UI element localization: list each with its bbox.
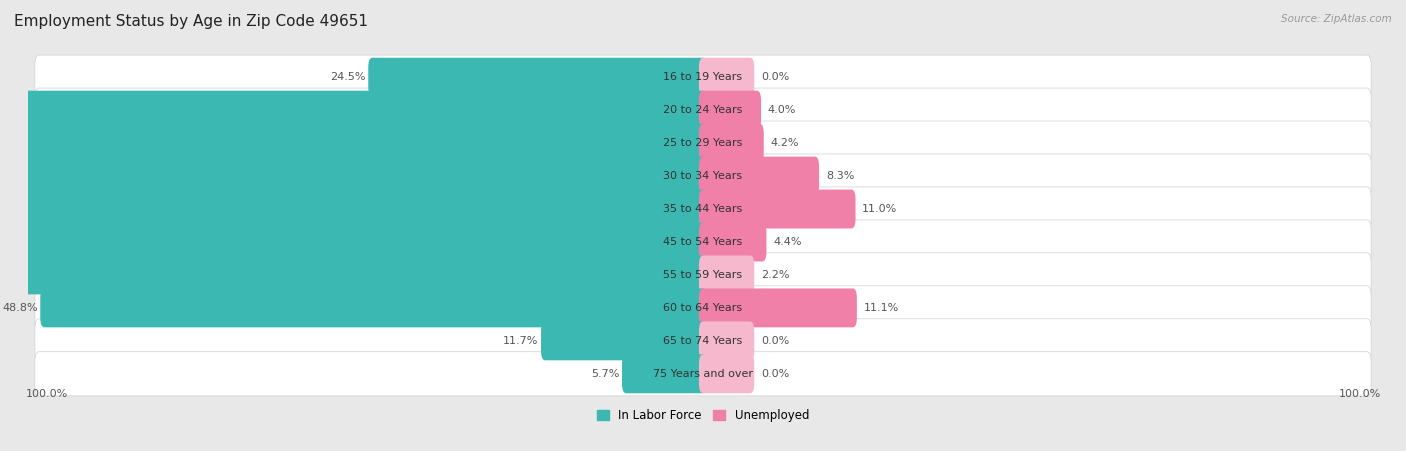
FancyBboxPatch shape [35,220,1371,264]
Text: 4.0%: 4.0% [768,105,796,115]
Text: Employment Status by Age in Zip Code 49651: Employment Status by Age in Zip Code 496… [14,14,368,28]
FancyBboxPatch shape [699,189,855,229]
Text: 2.2%: 2.2% [761,270,790,280]
Text: 0.0%: 0.0% [761,336,789,346]
FancyBboxPatch shape [699,222,766,262]
FancyBboxPatch shape [699,289,856,327]
FancyBboxPatch shape [699,354,754,393]
Text: 8.3%: 8.3% [825,171,855,181]
FancyBboxPatch shape [0,91,707,129]
Text: 20 to 24 Years: 20 to 24 Years [664,105,742,115]
Text: 0.0%: 0.0% [761,72,789,82]
FancyBboxPatch shape [35,55,1371,99]
FancyBboxPatch shape [699,58,754,97]
FancyBboxPatch shape [35,121,1371,165]
Legend: In Labor Force, Unemployed: In Labor Force, Unemployed [598,409,808,422]
Text: 25 to 29 Years: 25 to 29 Years [664,138,742,148]
Text: 100.0%: 100.0% [1339,389,1381,399]
Text: 24.5%: 24.5% [330,72,366,82]
FancyBboxPatch shape [0,156,707,195]
Text: 30 to 34 Years: 30 to 34 Years [664,171,742,181]
FancyBboxPatch shape [699,322,754,360]
FancyBboxPatch shape [699,255,754,295]
FancyBboxPatch shape [368,58,707,97]
FancyBboxPatch shape [35,319,1371,363]
FancyBboxPatch shape [41,289,707,327]
Text: 35 to 44 Years: 35 to 44 Years [664,204,742,214]
FancyBboxPatch shape [35,187,1371,231]
FancyBboxPatch shape [699,124,763,162]
FancyBboxPatch shape [35,88,1371,132]
FancyBboxPatch shape [0,189,707,229]
Text: Source: ZipAtlas.com: Source: ZipAtlas.com [1281,14,1392,23]
FancyBboxPatch shape [699,91,761,129]
FancyBboxPatch shape [35,286,1371,330]
Text: 11.0%: 11.0% [862,204,897,214]
Text: 55 to 59 Years: 55 to 59 Years [664,270,742,280]
Text: 48.8%: 48.8% [1,303,38,313]
Text: 100.0%: 100.0% [25,389,67,399]
Text: 75 Years and over: 75 Years and over [652,369,754,379]
Text: 5.7%: 5.7% [591,369,619,379]
FancyBboxPatch shape [35,253,1371,297]
FancyBboxPatch shape [0,255,707,295]
Text: 11.1%: 11.1% [863,303,898,313]
FancyBboxPatch shape [35,154,1371,198]
Text: 16 to 19 Years: 16 to 19 Years [664,72,742,82]
Text: 4.2%: 4.2% [770,138,799,148]
FancyBboxPatch shape [0,222,707,262]
FancyBboxPatch shape [0,124,707,162]
Text: 60 to 64 Years: 60 to 64 Years [664,303,742,313]
Text: 0.0%: 0.0% [761,369,789,379]
FancyBboxPatch shape [699,156,820,195]
Text: 4.4%: 4.4% [773,237,801,247]
FancyBboxPatch shape [621,354,707,393]
Text: 45 to 54 Years: 45 to 54 Years [664,237,742,247]
Text: 11.7%: 11.7% [503,336,538,346]
FancyBboxPatch shape [541,322,707,360]
FancyBboxPatch shape [35,352,1371,396]
Text: 65 to 74 Years: 65 to 74 Years [664,336,742,346]
